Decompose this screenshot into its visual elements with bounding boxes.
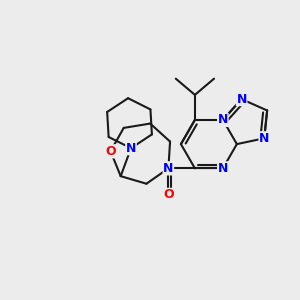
Text: N: N xyxy=(236,93,247,106)
Text: N: N xyxy=(259,132,269,145)
Text: N: N xyxy=(163,162,174,175)
Text: O: O xyxy=(105,145,116,158)
Text: O: O xyxy=(163,188,174,201)
Text: N: N xyxy=(126,142,136,155)
Text: N: N xyxy=(218,113,228,126)
Text: N: N xyxy=(218,162,228,175)
